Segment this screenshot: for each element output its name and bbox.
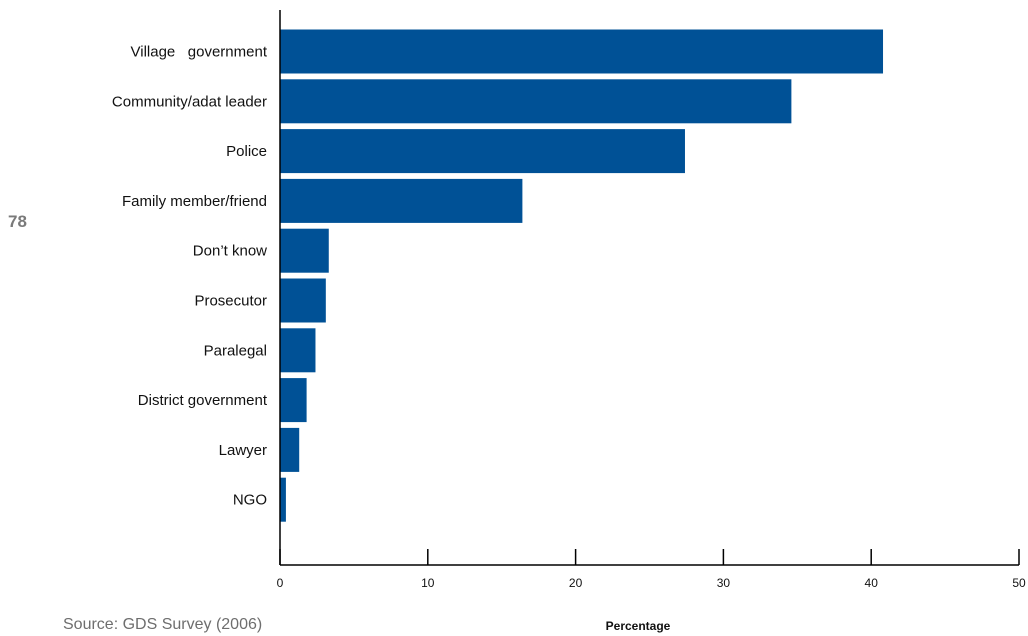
x-axis-title: Percentage (606, 619, 671, 633)
bar (280, 228, 329, 273)
x-tick-label: 50 (1012, 576, 1026, 590)
bar (280, 79, 792, 124)
category-label: Prosecutor (194, 293, 267, 310)
x-ticks: 0 10 20 30 40 50 (277, 549, 1026, 590)
bar (280, 477, 286, 522)
category-label: District government (138, 392, 268, 409)
category-label: Village government (131, 44, 268, 61)
bar (280, 378, 307, 423)
category-label: Paralegal (204, 342, 267, 359)
x-tick-label: 40 (865, 576, 879, 590)
bar (280, 178, 523, 223)
bar (280, 278, 326, 323)
category-labels: Village government Community/adat leader P… (112, 44, 268, 509)
page-number: 78 (8, 212, 27, 231)
bar (280, 427, 300, 472)
bar (280, 29, 884, 74)
bars-group (280, 29, 884, 522)
x-tick-label: 20 (569, 576, 583, 590)
category-label: Don’t know (193, 243, 267, 260)
category-label: Police (226, 143, 267, 160)
x-tick-label: 0 (277, 576, 284, 590)
category-label: Lawyer (219, 442, 267, 459)
category-label: Family member/friend (122, 193, 267, 210)
source-note: Source: GDS Survey (2006) (63, 616, 263, 633)
x-tick-label: 30 (717, 576, 731, 590)
x-tick-label: 10 (421, 576, 435, 590)
category-label: NGO (233, 492, 267, 509)
bar (280, 129, 685, 174)
bar (280, 328, 316, 373)
category-label: Community/adat leader (112, 93, 267, 110)
